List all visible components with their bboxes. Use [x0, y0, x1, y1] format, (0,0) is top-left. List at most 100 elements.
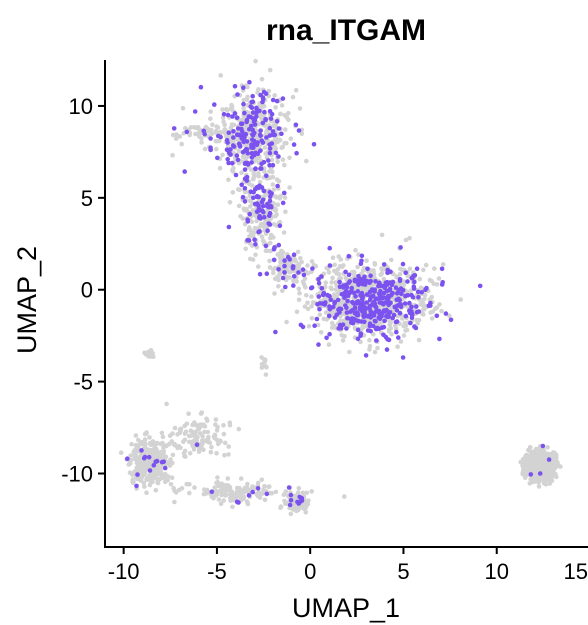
cell-point-expressing [316, 342, 321, 347]
cell-point-expressing [352, 306, 358, 311]
cell-point-expressing [338, 325, 344, 331]
cell-point-expressing [125, 456, 130, 462]
cell-point-expressing [379, 314, 384, 319]
cell-point [214, 146, 219, 152]
cell-point-expressing [367, 321, 373, 327]
cell-point-expressing [358, 331, 364, 337]
cell-point [238, 476, 244, 481]
cell-point [169, 475, 175, 481]
cell-point [275, 274, 280, 280]
cell-point-expressing [151, 463, 157, 468]
cell-point [538, 448, 544, 453]
cell-point-expressing [341, 283, 346, 289]
cell-point [418, 285, 424, 291]
cell-point [284, 319, 289, 325]
cell-point [196, 426, 202, 432]
cell-point-expressing [282, 270, 287, 275]
cell-point-expressing [267, 198, 273, 204]
cell-point [159, 476, 164, 481]
cell-point [299, 259, 305, 265]
cell-point [267, 265, 273, 270]
cell-point [238, 214, 243, 219]
cell-point-expressing [236, 132, 242, 138]
cell-point-expressing [384, 279, 390, 285]
cell-point [263, 364, 268, 369]
cell-point-expressing [355, 289, 361, 294]
cell-point-expressing [295, 499, 300, 505]
cell-point [150, 439, 156, 444]
cell-point-expressing [365, 266, 370, 272]
cell-point [434, 282, 440, 287]
cell-point-expressing [414, 266, 420, 272]
cell-point [271, 123, 277, 129]
cell-point [145, 349, 151, 355]
cell-point-expressing [350, 299, 355, 305]
cell-point [153, 487, 159, 493]
cell-point [372, 262, 378, 267]
cell-point [545, 445, 550, 450]
cell-point [138, 467, 144, 472]
cell-point [323, 280, 329, 286]
cell-point-expressing [221, 111, 227, 117]
cell-point [236, 187, 241, 192]
cell-point [270, 182, 276, 187]
cell-point-expressing [352, 310, 358, 316]
cell-point-expressing [279, 131, 284, 137]
cell-point-expressing [397, 298, 403, 303]
cell-point-expressing [282, 190, 287, 196]
cell-point [134, 467, 140, 472]
cell-point [300, 279, 306, 285]
cell-point [286, 110, 291, 116]
cell-point [436, 276, 442, 281]
cell-point-expressing [477, 283, 483, 289]
cell-point-expressing [270, 129, 276, 134]
cell-point-expressing [398, 302, 404, 307]
cell-point [298, 255, 303, 261]
cell-point-expressing [267, 210, 273, 216]
cell-point-expressing [356, 273, 361, 279]
cell-point [398, 339, 404, 344]
cell-point-expressing [398, 245, 403, 250]
cell-point-expressing [316, 280, 322, 286]
x-axis-title: UMAP_1 [292, 593, 400, 623]
cell-point [281, 230, 287, 235]
cell-point [247, 193, 253, 199]
cell-point-expressing [345, 315, 350, 321]
cell-point [226, 452, 231, 457]
cell-point [231, 165, 236, 171]
cell-point-expressing [161, 459, 166, 465]
cell-point [194, 423, 199, 428]
cell-point [201, 491, 207, 497]
cell-point-expressing [358, 261, 364, 267]
cell-point-expressing [426, 303, 432, 309]
cell-point-expressing [324, 335, 329, 341]
cell-point-expressing [382, 318, 387, 324]
cell-point [274, 195, 279, 200]
cell-point [279, 103, 285, 108]
cell-point [143, 460, 149, 466]
cell-point [297, 106, 303, 111]
cell-point [243, 246, 248, 252]
cell-point [230, 504, 235, 510]
cell-point-expressing [412, 324, 417, 329]
cell-point-expressing [372, 310, 377, 316]
cell-point [199, 135, 204, 141]
cell-point [281, 492, 287, 498]
cell-point-expressing [264, 491, 270, 497]
cell-point-expressing [376, 326, 382, 332]
cell-point-expressing [424, 285, 429, 291]
y-tick-label: -10 [61, 461, 93, 486]
cell-point-expressing [268, 204, 274, 210]
cell-point [277, 111, 283, 117]
cell-point-expressing [368, 273, 373, 279]
cell-point-expressing [285, 254, 291, 260]
cell-point-expressing [212, 102, 217, 107]
cell-point-expressing [267, 162, 272, 168]
x-tick-label: 15 [564, 559, 588, 584]
cell-point [525, 461, 531, 467]
cell-point [152, 470, 158, 475]
cell-point [151, 354, 156, 360]
cell-point-expressing [267, 150, 273, 156]
cell-point-expressing [244, 178, 250, 183]
cell-point-expressing [332, 315, 338, 320]
